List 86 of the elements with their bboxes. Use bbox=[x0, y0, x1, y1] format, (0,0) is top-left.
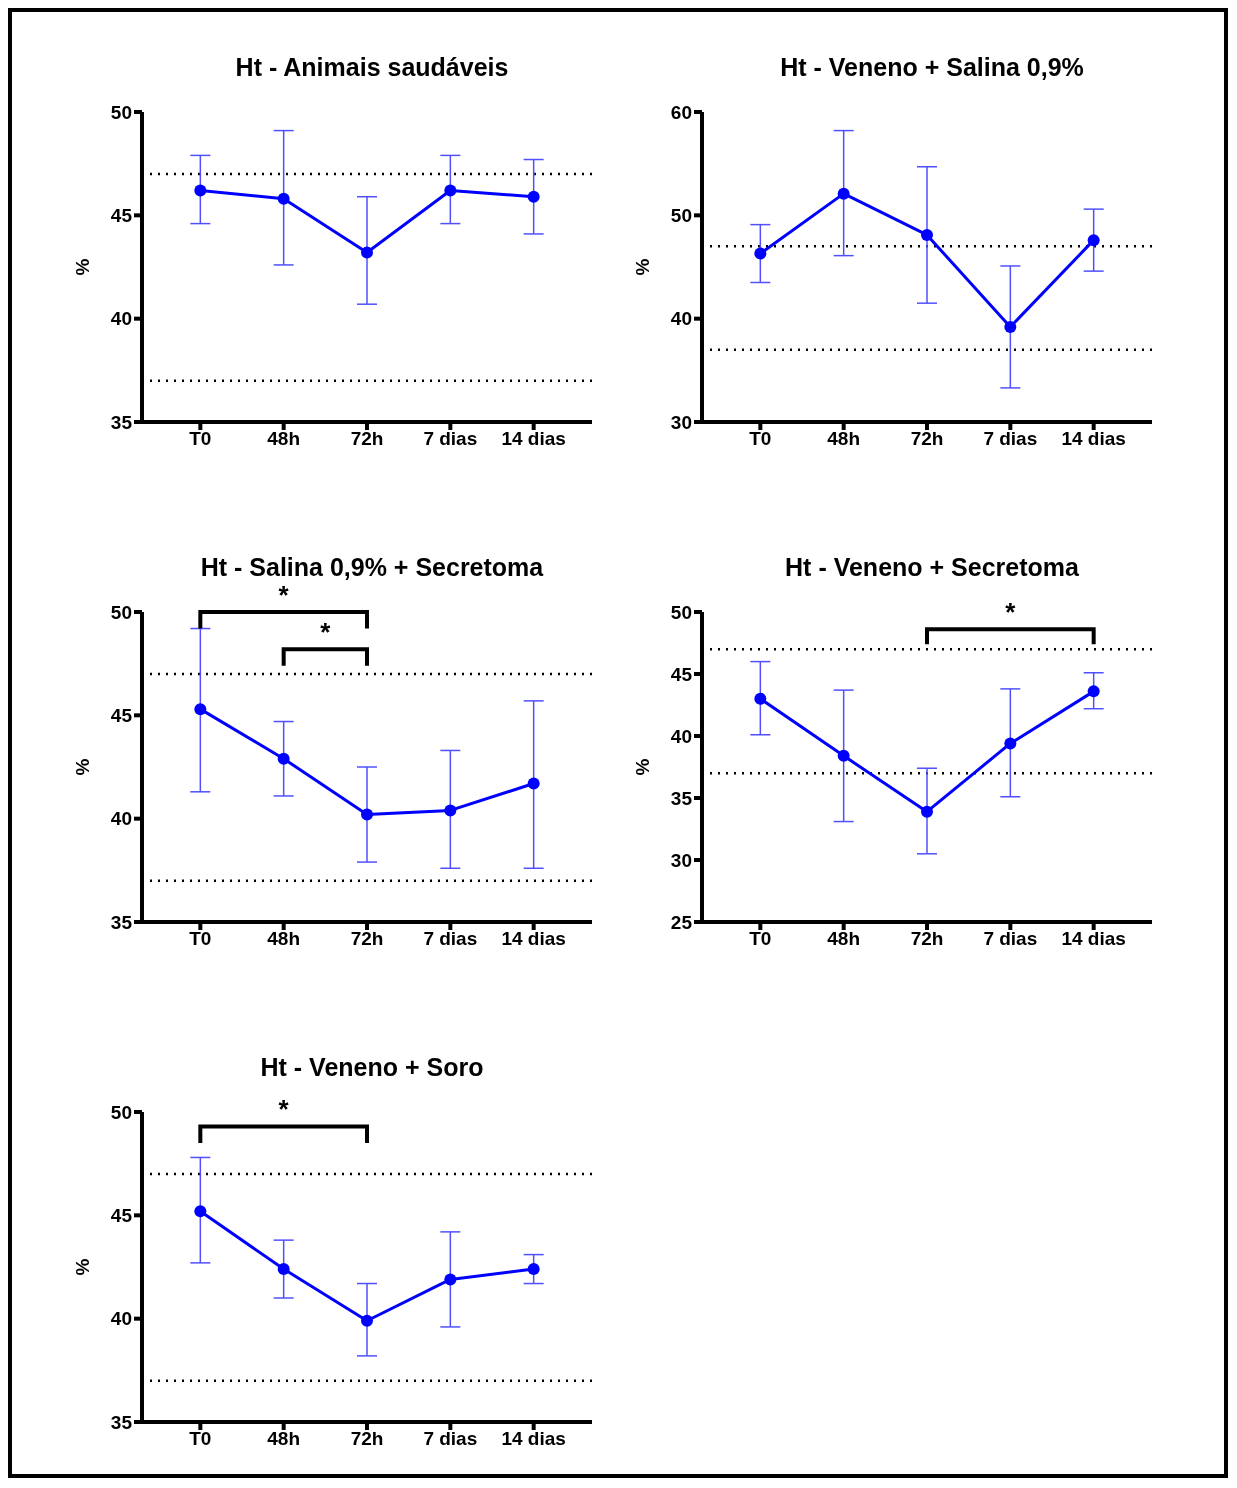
point bbox=[194, 1205, 207, 1218]
y-tick-label: 50 bbox=[670, 601, 692, 623]
x-tick-label: T0 bbox=[189, 428, 212, 450]
y-tick-label: 35 bbox=[110, 411, 133, 433]
y-tick-label: 35 bbox=[670, 787, 693, 809]
point bbox=[361, 1314, 373, 1327]
x-tick-label: 48h bbox=[267, 1428, 301, 1450]
x-tick-label: T0 bbox=[749, 928, 772, 950]
y-tick-label: 45 bbox=[110, 1205, 133, 1227]
point bbox=[194, 184, 207, 197]
point bbox=[527, 1263, 540, 1276]
x-tick-label: 7 dias bbox=[983, 428, 1038, 450]
x-tick-label: 72h bbox=[910, 428, 944, 450]
chart-title: Ht - Salina 0,9% + Secretoma bbox=[199, 552, 545, 583]
point bbox=[277, 192, 290, 205]
y-axis-title: % bbox=[631, 758, 653, 776]
point bbox=[277, 1263, 290, 1276]
x-tick-label: 48h bbox=[267, 428, 301, 450]
point bbox=[444, 1273, 457, 1286]
y-tick-label: 35 bbox=[110, 1411, 133, 1433]
x-tick-label: T0 bbox=[189, 928, 212, 950]
annotation: * bbox=[278, 1094, 290, 1125]
y-tick-label: 45 bbox=[110, 705, 133, 727]
y-axis-title: % bbox=[631, 258, 653, 276]
point bbox=[1004, 320, 1017, 333]
chart-title: Ht - Veneno + Soro bbox=[259, 1052, 485, 1083]
point bbox=[444, 184, 457, 197]
x-tick-label: 7 dias bbox=[423, 1428, 478, 1450]
y-tick-label: 40 bbox=[110, 808, 132, 830]
point bbox=[754, 692, 767, 705]
y-tick-label: 40 bbox=[110, 1308, 132, 1330]
x-tick-label: 48h bbox=[267, 928, 301, 950]
y-axis-title: % bbox=[71, 758, 93, 776]
y-tick-label: 50 bbox=[670, 205, 692, 227]
x-tick-label: 7 dias bbox=[423, 428, 478, 450]
chart-title: Ht - Veneno + Secretoma bbox=[784, 552, 1080, 583]
point bbox=[921, 228, 933, 241]
y-tick-label: 30 bbox=[670, 411, 692, 433]
x-tick-label: 48h bbox=[827, 928, 861, 950]
x-tick-label: 14 dias bbox=[1061, 428, 1126, 450]
y-tick-label: 30 bbox=[670, 849, 692, 871]
point bbox=[527, 777, 540, 790]
point bbox=[837, 749, 850, 762]
x-tick-label: 7 dias bbox=[423, 928, 478, 950]
point bbox=[527, 190, 540, 203]
y-tick-label: 25 bbox=[670, 911, 693, 933]
x-tick-label: T0 bbox=[189, 1428, 212, 1450]
x-tick-label: 72h bbox=[350, 428, 384, 450]
x-tick-label: 14 dias bbox=[501, 928, 566, 950]
y-tick-label: 40 bbox=[670, 725, 692, 747]
point bbox=[1087, 234, 1100, 247]
point bbox=[837, 187, 850, 200]
y-tick-label: 40 bbox=[110, 308, 132, 330]
y-tick-label: 60 bbox=[670, 101, 692, 123]
point bbox=[194, 703, 207, 716]
y-tick-label: 50 bbox=[110, 101, 132, 123]
x-tick-label: 7 dias bbox=[983, 928, 1038, 950]
y-tick-label: 50 bbox=[110, 601, 132, 623]
y-tick-label: 40 bbox=[670, 308, 692, 330]
y-tick-label: 35 bbox=[110, 911, 133, 933]
point bbox=[361, 808, 373, 821]
point bbox=[1004, 737, 1017, 750]
chart-title: Ht - Veneno + Salina 0,9% bbox=[779, 52, 1085, 83]
y-tick-label: 50 bbox=[110, 1101, 132, 1123]
point bbox=[754, 247, 767, 260]
text: * bbox=[278, 580, 290, 610]
point bbox=[361, 246, 373, 259]
point bbox=[921, 805, 933, 818]
x-tick-label: T0 bbox=[749, 428, 772, 450]
x-tick-label: 14 dias bbox=[501, 428, 566, 450]
y-tick-label: 45 bbox=[110, 205, 133, 227]
y-axis-title: % bbox=[71, 258, 93, 276]
point bbox=[444, 804, 457, 817]
x-tick-label: 72h bbox=[350, 1428, 384, 1450]
annotation: * bbox=[1005, 597, 1017, 628]
annotation: * bbox=[320, 617, 332, 648]
x-tick-label: 48h bbox=[827, 428, 861, 450]
x-tick-label: 72h bbox=[910, 928, 944, 950]
y-tick-label: 45 bbox=[670, 663, 693, 685]
point bbox=[277, 752, 290, 765]
x-tick-label: 14 dias bbox=[501, 1428, 566, 1450]
y-axis-title: % bbox=[71, 1258, 93, 1276]
x-tick-label: 14 dias bbox=[1061, 928, 1126, 950]
chart-title: Ht - Animais saudáveis bbox=[234, 52, 510, 83]
point bbox=[1087, 685, 1100, 698]
x-tick-label: 72h bbox=[350, 928, 384, 950]
